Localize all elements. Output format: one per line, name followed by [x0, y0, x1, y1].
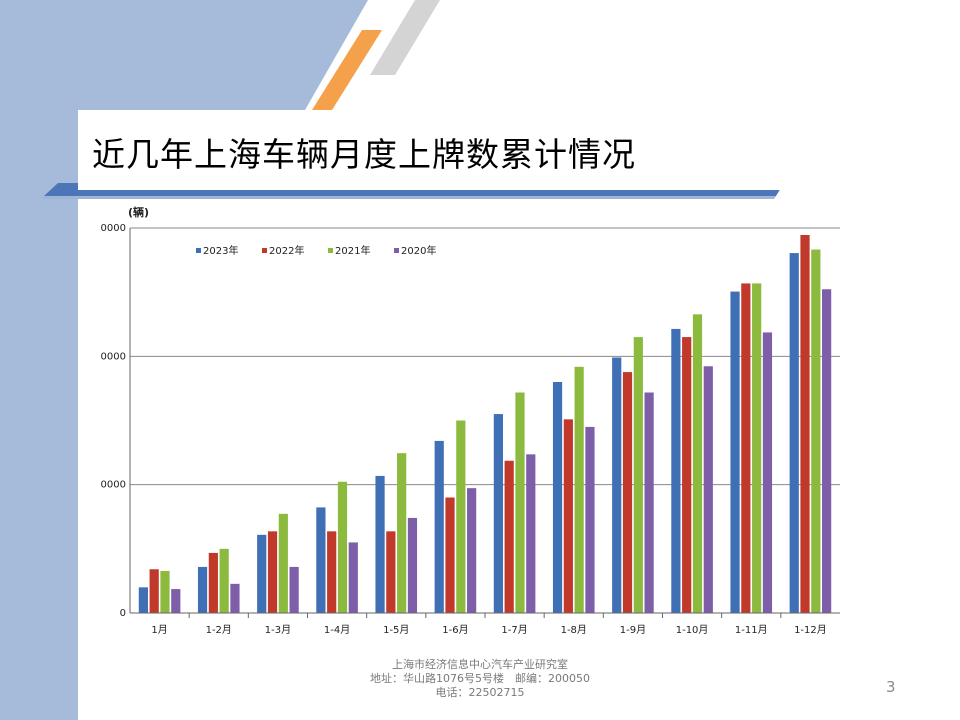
bars: [138, 235, 832, 614]
x-tick-label: 1-10月: [676, 624, 709, 636]
bar-2020年-1-2月: [230, 583, 240, 613]
bar-2021年-1-12月: [811, 249, 821, 614]
bar-2021年-1-11月: [752, 283, 762, 613]
bar-2021年-1-5月: [397, 453, 407, 613]
x-tick-label: 1-11月: [735, 624, 768, 636]
legend: 2023年 2022年 2021年 2020年: [196, 244, 436, 257]
x-tick-label: 1-3月: [265, 624, 291, 636]
bar-2022年-1-7月: [504, 460, 514, 613]
bar-2021年-1-4月: [337, 481, 348, 613]
footer-line-phone: 电话：22502715: [435, 686, 525, 699]
orange-slash: [312, 30, 382, 110]
x-tick-label: 1-8月: [561, 624, 587, 636]
bar-2021年-1-6月: [456, 420, 466, 613]
title-underline-shadow: [42, 196, 776, 199]
axes: 0 220000 440000 660000(辆) 1月 1-2月 1-3月 1-4月 1-5月…: [100, 205, 840, 636]
x-tick-label: 1-2月: [206, 624, 232, 636]
y-axis-unit-label: (辆): [128, 205, 149, 219]
x-tick-label: 1-12月: [794, 624, 827, 636]
legend-label: 2020年: [401, 244, 436, 257]
bar-2020年-1-6月: [467, 488, 477, 613]
bar-2021年-1-7月: [515, 392, 525, 613]
bar-2023年-1-6月: [434, 440, 444, 613]
y-tick-label: 220000: [100, 480, 126, 491]
bar-2023年-1-3月: [257, 534, 267, 613]
x-tick-label: 1-4月: [324, 624, 350, 636]
cumulative-registrations-chart: 0 220000 440000 660000(辆) 1月 1-2月 1-3月 1-4月 1-5月…: [100, 205, 840, 636]
bar-2022年-1-10月: [682, 337, 692, 613]
bar-2023年-1-2月: [197, 566, 208, 613]
legend-label: 2021年: [335, 244, 370, 257]
bar-2021年-1-10月: [692, 314, 703, 613]
x-tick-label: 1-5月: [383, 624, 409, 636]
y-tick-label: 0: [120, 608, 126, 619]
x-tick-label: 1月: [151, 624, 167, 636]
bar-2020年-1-12月: [822, 289, 832, 613]
bar-2020年-1-7月: [526, 454, 536, 613]
bar-2020年-1-9月: [644, 392, 654, 613]
bar-2020年-1-11月: [762, 332, 773, 613]
bar-2021年-1-3月: [278, 513, 288, 613]
header-blue-block: [78, 0, 368, 110]
y-tick-label: 440000: [100, 351, 126, 362]
bar-2020年-1-5月: [407, 517, 418, 613]
footer-line-address: 地址：华山路1076号5号楼 邮编：200050: [370, 672, 590, 685]
bar-2022年-1-2月: [208, 552, 218, 613]
legend-label: 2023年: [203, 244, 238, 257]
bar-2020年-1-10月: [703, 366, 713, 613]
page-number: 3: [886, 678, 896, 696]
bar-2022年-1-6月: [445, 497, 455, 613]
bar-2021年-1-2月: [219, 548, 229, 613]
legend-swatch: [394, 248, 399, 253]
bar-2022年-1-11月: [741, 283, 751, 613]
x-tick-label: 1-7月: [501, 624, 527, 636]
bar-2023年-1月: [138, 587, 148, 613]
bar-2021年-1月: [160, 571, 170, 613]
bar-2022年-1-12月: [800, 235, 810, 613]
bar-2021年-1-9月: [633, 337, 643, 613]
page-title: 近几年上海车辆月度上牌数累计情况: [92, 135, 636, 174]
bar-2022年-1月: [149, 569, 159, 613]
legend-label: 2022年: [269, 244, 304, 257]
bar-2022年-1-3月: [267, 531, 278, 613]
bar-2023年-1-7月: [493, 414, 503, 613]
legend-swatch: [328, 248, 333, 253]
bar-2022年-1-8月: [563, 419, 573, 613]
bar-2020年-1-8月: [585, 426, 595, 613]
bar-2023年-1-9月: [612, 357, 622, 613]
bar-2022年-1-9月: [622, 372, 633, 613]
bar-2020年-1-3月: [289, 566, 299, 613]
bar-2023年-1-10月: [671, 328, 681, 613]
legend-swatch: [262, 248, 267, 253]
bar-2023年-1-12月: [789, 253, 799, 614]
left-decorative-band: [0, 0, 78, 720]
legend-swatch: [196, 248, 201, 253]
bar-2023年-1-4月: [316, 507, 326, 613]
bar-2023年-1-11月: [730, 291, 740, 613]
y-tick-label: 660000: [100, 223, 126, 234]
grey-slash-1: [370, 0, 440, 75]
bar-2023年-1-8月: [552, 382, 563, 613]
x-tick-label: 1-6月: [442, 624, 468, 636]
bar-2020年-1-4月: [348, 542, 358, 613]
bar-2022年-1-5月: [386, 531, 396, 613]
bar-2023年-1-5月: [375, 475, 385, 613]
bar-2020年-1月: [171, 589, 181, 613]
bar-2022年-1-4月: [327, 531, 337, 613]
x-tick-label: 1-9月: [620, 624, 646, 636]
bar-2021年-1-8月: [574, 366, 584, 613]
footer: 上海市经济信息中心汽车产业研究室 地址：华山路1076号5号楼 邮编：20005…: [300, 658, 660, 700]
gridlines: [130, 227, 840, 486]
footer-line-org: 上海市经济信息中心汽车产业研究室: [392, 658, 568, 671]
title-panel: [78, 110, 960, 190]
